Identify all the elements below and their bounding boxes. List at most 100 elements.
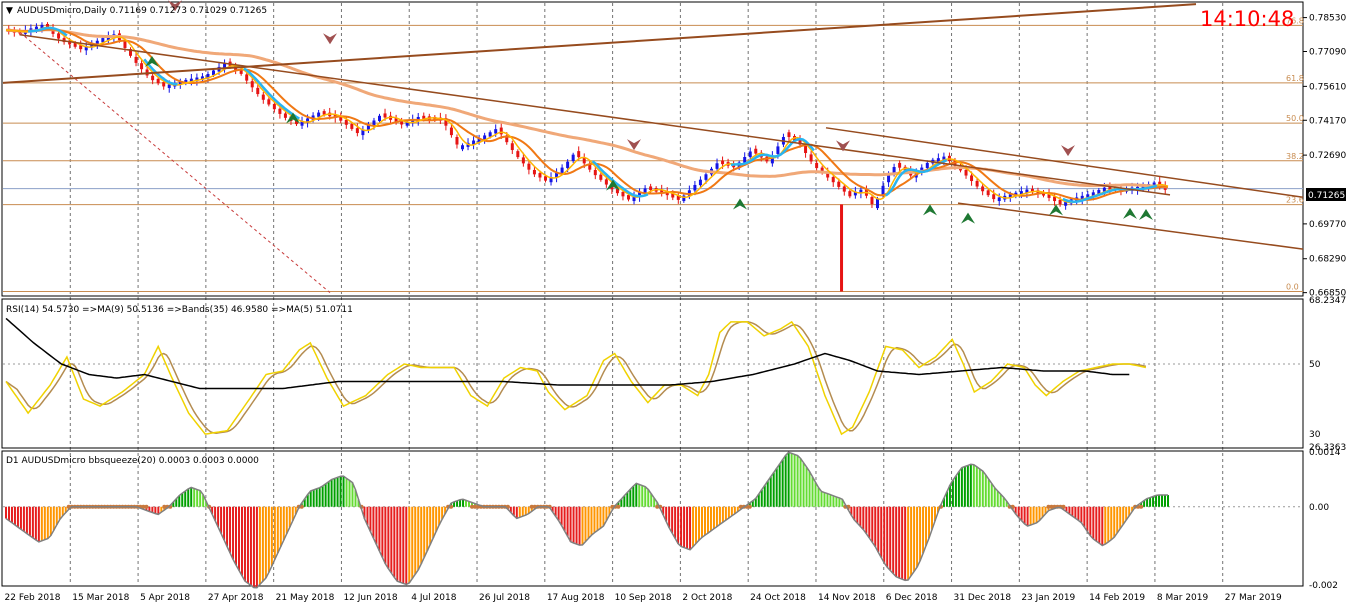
bull-candle [184,79,188,84]
bear-candle [964,169,968,176]
bear-candle [826,172,830,178]
bull-candle [887,175,891,183]
squeeze-dot [529,504,534,509]
x-tick-label: 22 Feb 2018 [5,593,61,603]
x-tick-label: 8 Mar 2019 [1157,593,1209,603]
x-tick-label: 14 Nov 2018 [818,593,876,603]
bear-candle [676,195,680,200]
bear-candle [798,139,802,145]
bull-candle [560,167,564,173]
bear-candle [981,186,985,192]
bear-candle [604,179,608,185]
ascending-trendline[interactable] [2,3,1197,84]
buy-arrow-icon [606,179,620,191]
bear-candle [577,151,581,158]
bear-candle [449,127,453,136]
bull-candle [704,174,708,180]
bull-candle [34,26,38,31]
bear-candle [671,193,675,198]
bull-candle [101,38,105,43]
x-tick-label: 10 Sep 2018 [615,593,672,603]
bull-candle [416,116,420,121]
bear-candle [400,120,404,125]
bear-candle [455,136,459,145]
collapse-icon[interactable]: ▼ [6,6,13,16]
dashed-trend-ray[interactable] [19,32,331,294]
bear-candle [787,132,791,137]
bear-candle [970,175,974,182]
bear-candle [62,38,66,43]
bear-candle [521,157,525,164]
price-header: AUDUSDmicro,Daily 0.71169 0.71273 0.7102… [17,6,267,16]
sell-arrow-icon [836,140,850,152]
bear-candle [283,113,287,118]
bull-candle [366,125,370,131]
squeeze-pane-frame [1,450,1304,587]
x-tick-label: 15 Mar 2018 [72,593,129,603]
bear-candle [245,74,249,81]
bull-candle [167,84,171,89]
x-tick-label: 2 Oct 2018 [682,593,732,603]
bear-candle [898,162,902,168]
fib-level-label: 23.6 [1286,196,1304,205]
bull-candle [40,24,44,29]
bear-candle [278,108,282,114]
ma-cyan-segment [730,137,815,167]
bull-candle [682,195,686,202]
rsi-band-line [5,317,1130,390]
bull-candle [1097,189,1101,194]
fib-level-label: 61.8 [1286,74,1304,83]
channel-lower-line[interactable] [957,202,1304,250]
bull-candle [206,73,210,79]
bear-candle [532,169,536,175]
bull-candle [95,40,99,45]
bull-candle [472,140,476,145]
bull-candle [566,161,570,169]
bear-candle [820,167,824,173]
squeeze-dot [469,504,474,509]
bull-candle [477,138,481,143]
bull-candle [687,190,691,196]
bull-candle [925,162,929,169]
bear-candle [422,115,426,119]
bear-candle [355,128,359,134]
bull-candle [632,196,636,202]
bear-candle [151,75,155,81]
bull-candle [223,63,227,68]
bull-candle [643,188,647,194]
x-tick-label: 5 Apr 2018 [140,593,190,603]
channel-upper-line[interactable] [825,127,1304,199]
squeeze-dot [1061,504,1066,509]
rsi-pane-frame [1,298,1304,449]
x-tick-label: 21 May 2018 [276,593,335,603]
price-tick-label: 0.68290 [1309,255,1346,265]
bull-candle [372,120,376,126]
bear-candle [1108,186,1112,190]
bear-candle [1036,190,1040,194]
x-tick-label: 4 Jul 2018 [411,593,456,603]
channel-mid-line[interactable] [19,34,1171,196]
squeeze-header: D1 AUDUSDmicro bbsqueeze(20) 0.0003 0.00… [6,456,259,466]
x-tick-label: 23 Jan 2019 [1021,593,1075,603]
bear-candle [510,143,514,151]
bull-candle [1019,191,1023,195]
bear-candle [162,82,166,87]
ma-cyan-segment [591,160,649,198]
x-tick-label: 27 Apr 2018 [208,593,264,603]
squeeze-dot [472,504,477,509]
bull-candle [1102,187,1106,192]
bear-candle [350,124,354,129]
bull-candle [555,172,559,178]
bull-candle [1025,189,1029,194]
bear-candle [339,115,343,121]
bull-candle [317,112,321,117]
squeeze-tick-label: 0.0014 [1309,448,1341,458]
bear-candle [660,189,664,194]
bear-candle [975,180,979,187]
x-tick-label: 14 Feb 2019 [1089,593,1145,603]
bull-candle [212,70,215,76]
bull-candle [997,197,1001,202]
buy-arrow-icon [1139,209,1153,221]
